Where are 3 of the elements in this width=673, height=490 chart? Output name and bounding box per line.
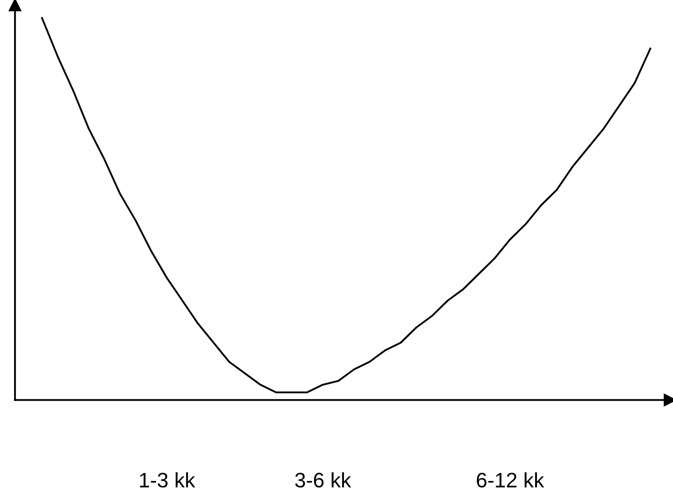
x-tick-label: 6-12 kk bbox=[476, 472, 544, 488]
x-tick-label: 3-6 kk bbox=[295, 472, 352, 488]
x-tick-label: 1-3 kk bbox=[140, 472, 196, 488]
